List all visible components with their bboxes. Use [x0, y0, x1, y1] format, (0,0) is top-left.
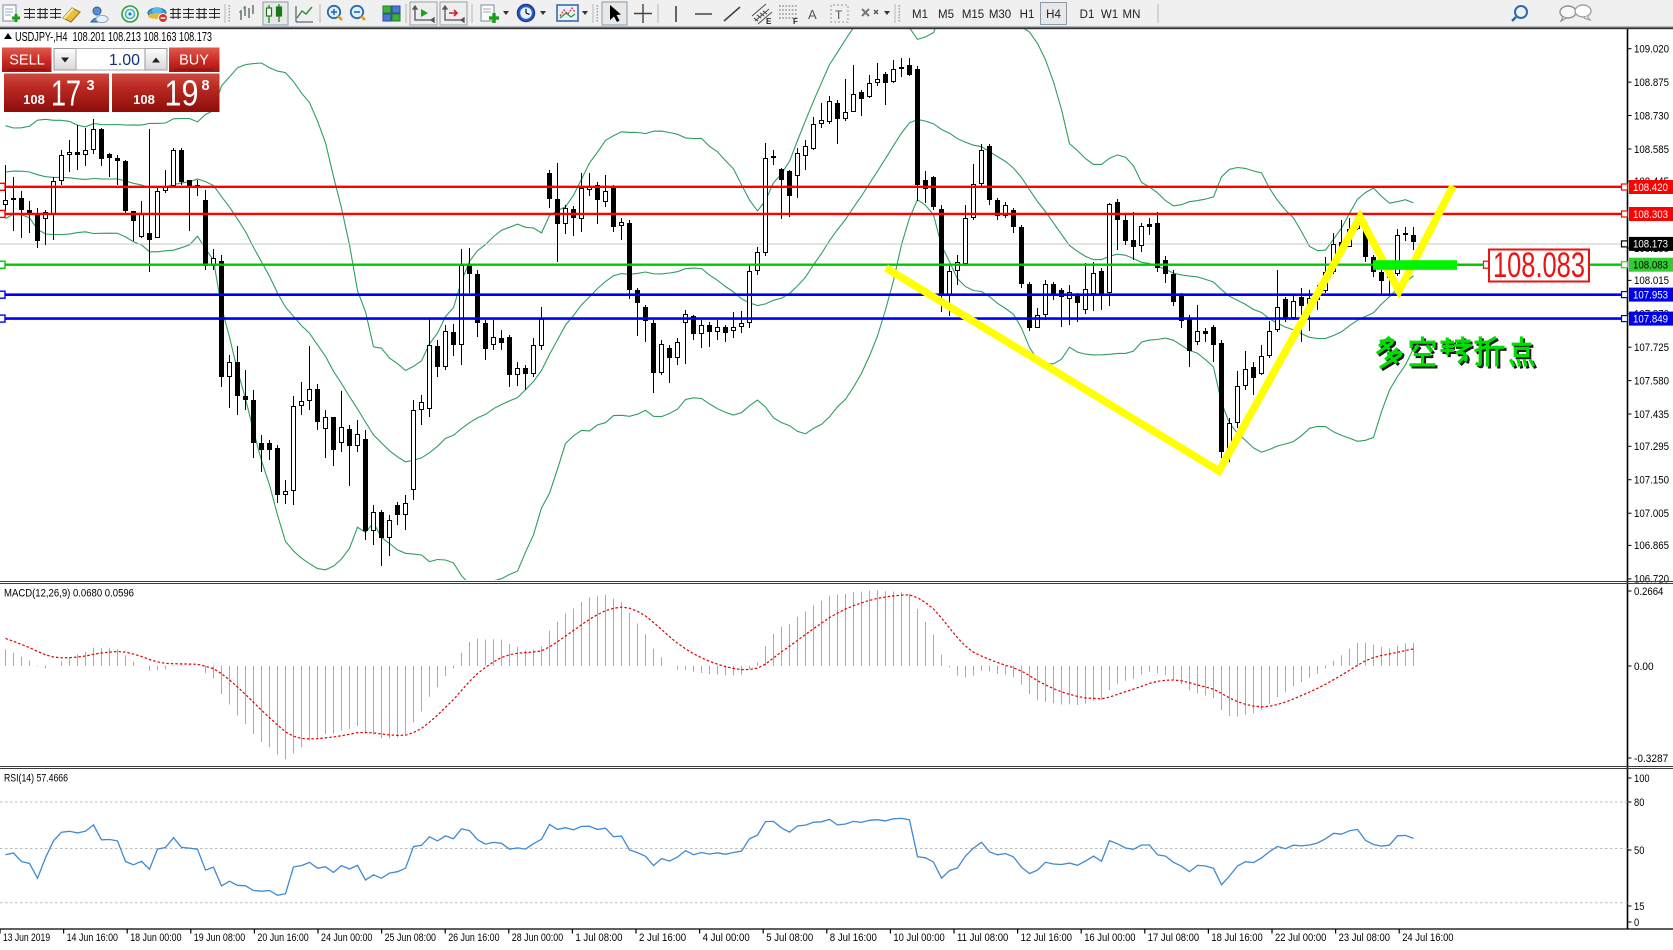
svg-text:M30: M30 — [989, 9, 1011, 21]
svg-text:M15: M15 — [962, 9, 984, 21]
svg-text:18 Jul 16:00: 18 Jul 16:00 — [1211, 932, 1262, 944]
svg-text:A: A — [808, 7, 817, 22]
svg-text:11 Jul 08:00: 11 Jul 08:00 — [957, 932, 1008, 944]
svg-text:19: 19 — [165, 73, 199, 114]
svg-text:108.083: 108.083 — [1493, 246, 1585, 285]
svg-text:106.720: 106.720 — [1634, 574, 1669, 586]
svg-text:107.849: 107.849 — [1633, 313, 1668, 325]
svg-text:108.173: 108.173 — [1633, 239, 1668, 251]
svg-text:107.953: 107.953 — [1633, 289, 1668, 301]
svg-text:26 Jun 16:00: 26 Jun 16:00 — [448, 932, 499, 944]
svg-text:SELL: SELL — [9, 53, 44, 69]
svg-text:10 Jul 00:00: 10 Jul 00:00 — [893, 932, 944, 944]
svg-text:28 Jun 00:00: 28 Jun 00:00 — [512, 932, 563, 944]
svg-text:108.015: 108.015 — [1634, 275, 1669, 287]
svg-text:107.295: 107.295 — [1634, 441, 1669, 453]
svg-text:8: 8 — [201, 78, 209, 94]
svg-text:107.150: 107.150 — [1634, 475, 1669, 487]
svg-text:0: 0 — [1634, 917, 1639, 929]
svg-text:23 Jul 08:00: 23 Jul 08:00 — [1339, 932, 1390, 944]
svg-text:24 Jul 16:00: 24 Jul 16:00 — [1402, 932, 1453, 944]
svg-text:12 Jul 16:00: 12 Jul 16:00 — [1021, 932, 1072, 944]
svg-text:14 Jun 16:00: 14 Jun 16:00 — [67, 932, 118, 944]
svg-text:24 Jun 00:00: 24 Jun 00:00 — [321, 932, 372, 944]
svg-text:8 Jul 16:00: 8 Jul 16:00 — [830, 932, 877, 944]
svg-text:108.875: 108.875 — [1634, 77, 1669, 89]
svg-text:108.083: 108.083 — [1633, 260, 1668, 272]
svg-text:17: 17 — [51, 73, 81, 114]
svg-text:18 Jun 00:00: 18 Jun 00:00 — [130, 932, 181, 944]
svg-text:25 Jun 08:00: 25 Jun 08:00 — [385, 932, 436, 944]
svg-text:T: T — [835, 8, 843, 22]
svg-text:5 Jul 08:00: 5 Jul 08:00 — [766, 932, 813, 944]
svg-text:0.2664: 0.2664 — [1634, 586, 1663, 598]
svg-text:20 Jun 16:00: 20 Jun 16:00 — [257, 932, 308, 944]
svg-text:1.00: 1.00 — [109, 52, 140, 69]
svg-text:USDJPY-,H4 108.201 108.213 10: USDJPY-,H4 108.201 108.213 108.163 108.1… — [15, 30, 212, 44]
svg-text:108: 108 — [23, 92, 45, 107]
svg-text:MACD(12,26,9) 0.0680 0.0596: MACD(12,26,9) 0.0680 0.0596 — [4, 588, 134, 600]
svg-text:H1: H1 — [1020, 9, 1035, 21]
svg-text:BUY: BUY — [179, 53, 209, 69]
svg-text:2 Jul 16:00: 2 Jul 16:00 — [639, 932, 686, 944]
svg-text:15: 15 — [1634, 901, 1644, 913]
svg-text:108.420: 108.420 — [1633, 182, 1668, 194]
svg-text:108.303: 108.303 — [1633, 209, 1668, 221]
svg-text:106.865: 106.865 — [1634, 540, 1669, 552]
svg-text:50: 50 — [1634, 845, 1644, 857]
svg-text:MN: MN — [1123, 9, 1141, 21]
svg-text:19 Jun 08:00: 19 Jun 08:00 — [194, 932, 245, 944]
svg-text:80: 80 — [1634, 797, 1644, 809]
svg-text:109.020: 109.020 — [1634, 44, 1669, 56]
svg-text:M5: M5 — [938, 9, 954, 21]
svg-text:13 Jun 2019: 13 Jun 2019 — [3, 932, 50, 944]
svg-text:107.005: 107.005 — [1634, 508, 1669, 520]
svg-text:F: F — [793, 17, 798, 26]
svg-text:107.435: 107.435 — [1634, 409, 1669, 421]
svg-text:RSI(14) 57.4666: RSI(14) 57.4666 — [4, 773, 68, 785]
svg-text:108.585: 108.585 — [1634, 144, 1669, 156]
svg-text:16 Jul 00:00: 16 Jul 00:00 — [1084, 932, 1135, 944]
svg-text:W1: W1 — [1101, 9, 1118, 21]
svg-text:17 Jul 08:00: 17 Jul 08:00 — [1148, 932, 1199, 944]
svg-text:108.730: 108.730 — [1634, 110, 1669, 122]
svg-text:E: E — [766, 17, 772, 26]
svg-text:0.00: 0.00 — [1634, 661, 1654, 673]
svg-text:107.725: 107.725 — [1634, 342, 1669, 354]
svg-text:108: 108 — [133, 92, 155, 107]
svg-text:1 Jul 08:00: 1 Jul 08:00 — [575, 932, 622, 944]
svg-text:22 Jul 00:00: 22 Jul 00:00 — [1275, 932, 1326, 944]
svg-text:M1: M1 — [912, 9, 928, 21]
svg-text:-0.3287: -0.3287 — [1634, 753, 1668, 765]
svg-text:107.580: 107.580 — [1634, 375, 1669, 387]
svg-text:3: 3 — [86, 78, 94, 94]
svg-text:4 Jul 00:00: 4 Jul 00:00 — [703, 932, 750, 944]
svg-text:H4: H4 — [1046, 9, 1061, 21]
svg-text:D1: D1 — [1080, 9, 1095, 21]
svg-text:100: 100 — [1634, 773, 1650, 785]
